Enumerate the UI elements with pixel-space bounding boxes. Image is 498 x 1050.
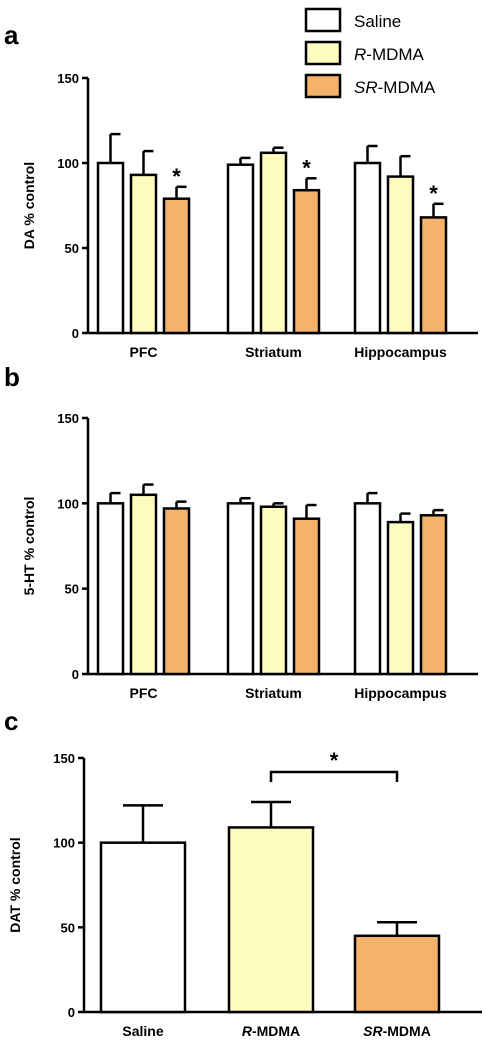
x-category-label-0: PFC <box>130 344 158 360</box>
bar-striatum-2 <box>292 188 321 335</box>
x-category-label-2-text: -MDMA <box>383 1023 431 1039</box>
bar-striatum-0 <box>226 502 255 676</box>
bar-hippocampus-2 <box>419 216 448 335</box>
bar-hippocampus-0 <box>353 161 382 335</box>
y-tick-label-1: 50 <box>61 920 75 935</box>
legend-label-2-italic: SR <box>354 78 378 97</box>
y-axis-label: DA % control <box>21 162 37 249</box>
significance-star-0: * <box>172 164 181 189</box>
panel-letter-c: c <box>4 706 18 736</box>
panel-letter-b: b <box>4 362 20 392</box>
bar-saline <box>99 841 187 1014</box>
legend-label-1-italic: R <box>354 45 366 64</box>
y-tick-label-2: 100 <box>57 496 79 511</box>
x-category-label-0-text: Saline <box>122 1023 163 1039</box>
bar-hippocampus-1 <box>386 520 415 676</box>
x-category-label-1-text: -MDMA <box>252 1023 300 1039</box>
legend-label-2-text: -MDMA <box>378 78 436 97</box>
bar-striatum-0 <box>226 163 255 335</box>
y-tick-label-3: 150 <box>57 71 79 86</box>
x-category-label-1: Striatum <box>245 344 302 360</box>
x-category-label-2-italic: SR <box>363 1023 383 1039</box>
significance-star: * <box>330 748 339 773</box>
bar-pfc-0 <box>96 502 125 676</box>
legend-swatch-2 <box>304 73 342 99</box>
y-axis-label: DAT % control <box>7 837 23 932</box>
y-tick-label-3: 150 <box>53 751 75 766</box>
x-category-label-0: PFC <box>130 685 158 701</box>
bar-hippocampus-2 <box>419 514 448 676</box>
x-category-label-0: Saline <box>122 1023 163 1039</box>
legend-label-1-text: -MDMA <box>366 45 424 64</box>
bar-sr-mdma <box>353 934 441 1014</box>
legend-label-0: Saline <box>354 12 401 31</box>
y-tick-label-0: 0 <box>68 1005 75 1020</box>
y-tick-label-1: 50 <box>65 241 79 256</box>
legend-label-1: R-MDMA <box>354 45 425 64</box>
legend-label-0-text: Saline <box>354 12 401 31</box>
y-axis-label: 5-HT % control <box>21 497 37 596</box>
bar-pfc-2 <box>162 507 191 676</box>
bar-pfc-1 <box>129 173 158 335</box>
bar-striatum-1 <box>259 151 288 335</box>
x-category-label-2: Hippocampus <box>354 344 447 360</box>
y-tick-label-2: 100 <box>57 156 79 171</box>
bar-striatum-1 <box>259 505 288 676</box>
x-category-label-1: Striatum <box>245 685 302 701</box>
significance-bracket <box>269 770 399 782</box>
y-tick-label-0: 0 <box>72 326 79 341</box>
legend-swatch-0 <box>304 7 342 33</box>
y-tick-label-1: 50 <box>65 582 79 597</box>
y-tick-label-3: 150 <box>57 411 79 426</box>
chart-b: 0 50 100 150 5-HT % control PFC Striatum Hippoc… <box>21 411 478 701</box>
panel-letter-a: a <box>4 20 19 50</box>
bar-hippocampus-0 <box>353 502 382 676</box>
bar-pfc-2 <box>162 197 191 335</box>
y-tick-label-0: 0 <box>72 667 79 682</box>
bar-r-mdma <box>227 826 315 1014</box>
x-category-label-1: R-MDMA <box>242 1023 300 1039</box>
bar-pfc-1 <box>129 493 158 676</box>
chart-a: 0 50 100 150 DA % control * PFC * Striatum * Hippo… <box>21 71 478 360</box>
x-category-label-2: Hippocampus <box>354 685 447 701</box>
bar-hippocampus-1 <box>386 175 415 335</box>
bar-pfc-0 <box>96 161 125 335</box>
bar-striatum-2 <box>292 517 321 676</box>
y-tick-label-2: 100 <box>53 836 75 851</box>
significance-star-1: * <box>302 155 311 180</box>
significance-star-2: * <box>429 181 438 206</box>
legend-swatch-1 <box>304 40 342 66</box>
legend-label-2: SR-MDMA <box>354 78 436 97</box>
x-category-label-2: SR-MDMA <box>363 1023 431 1039</box>
x-category-label-1-italic: R <box>242 1023 253 1039</box>
